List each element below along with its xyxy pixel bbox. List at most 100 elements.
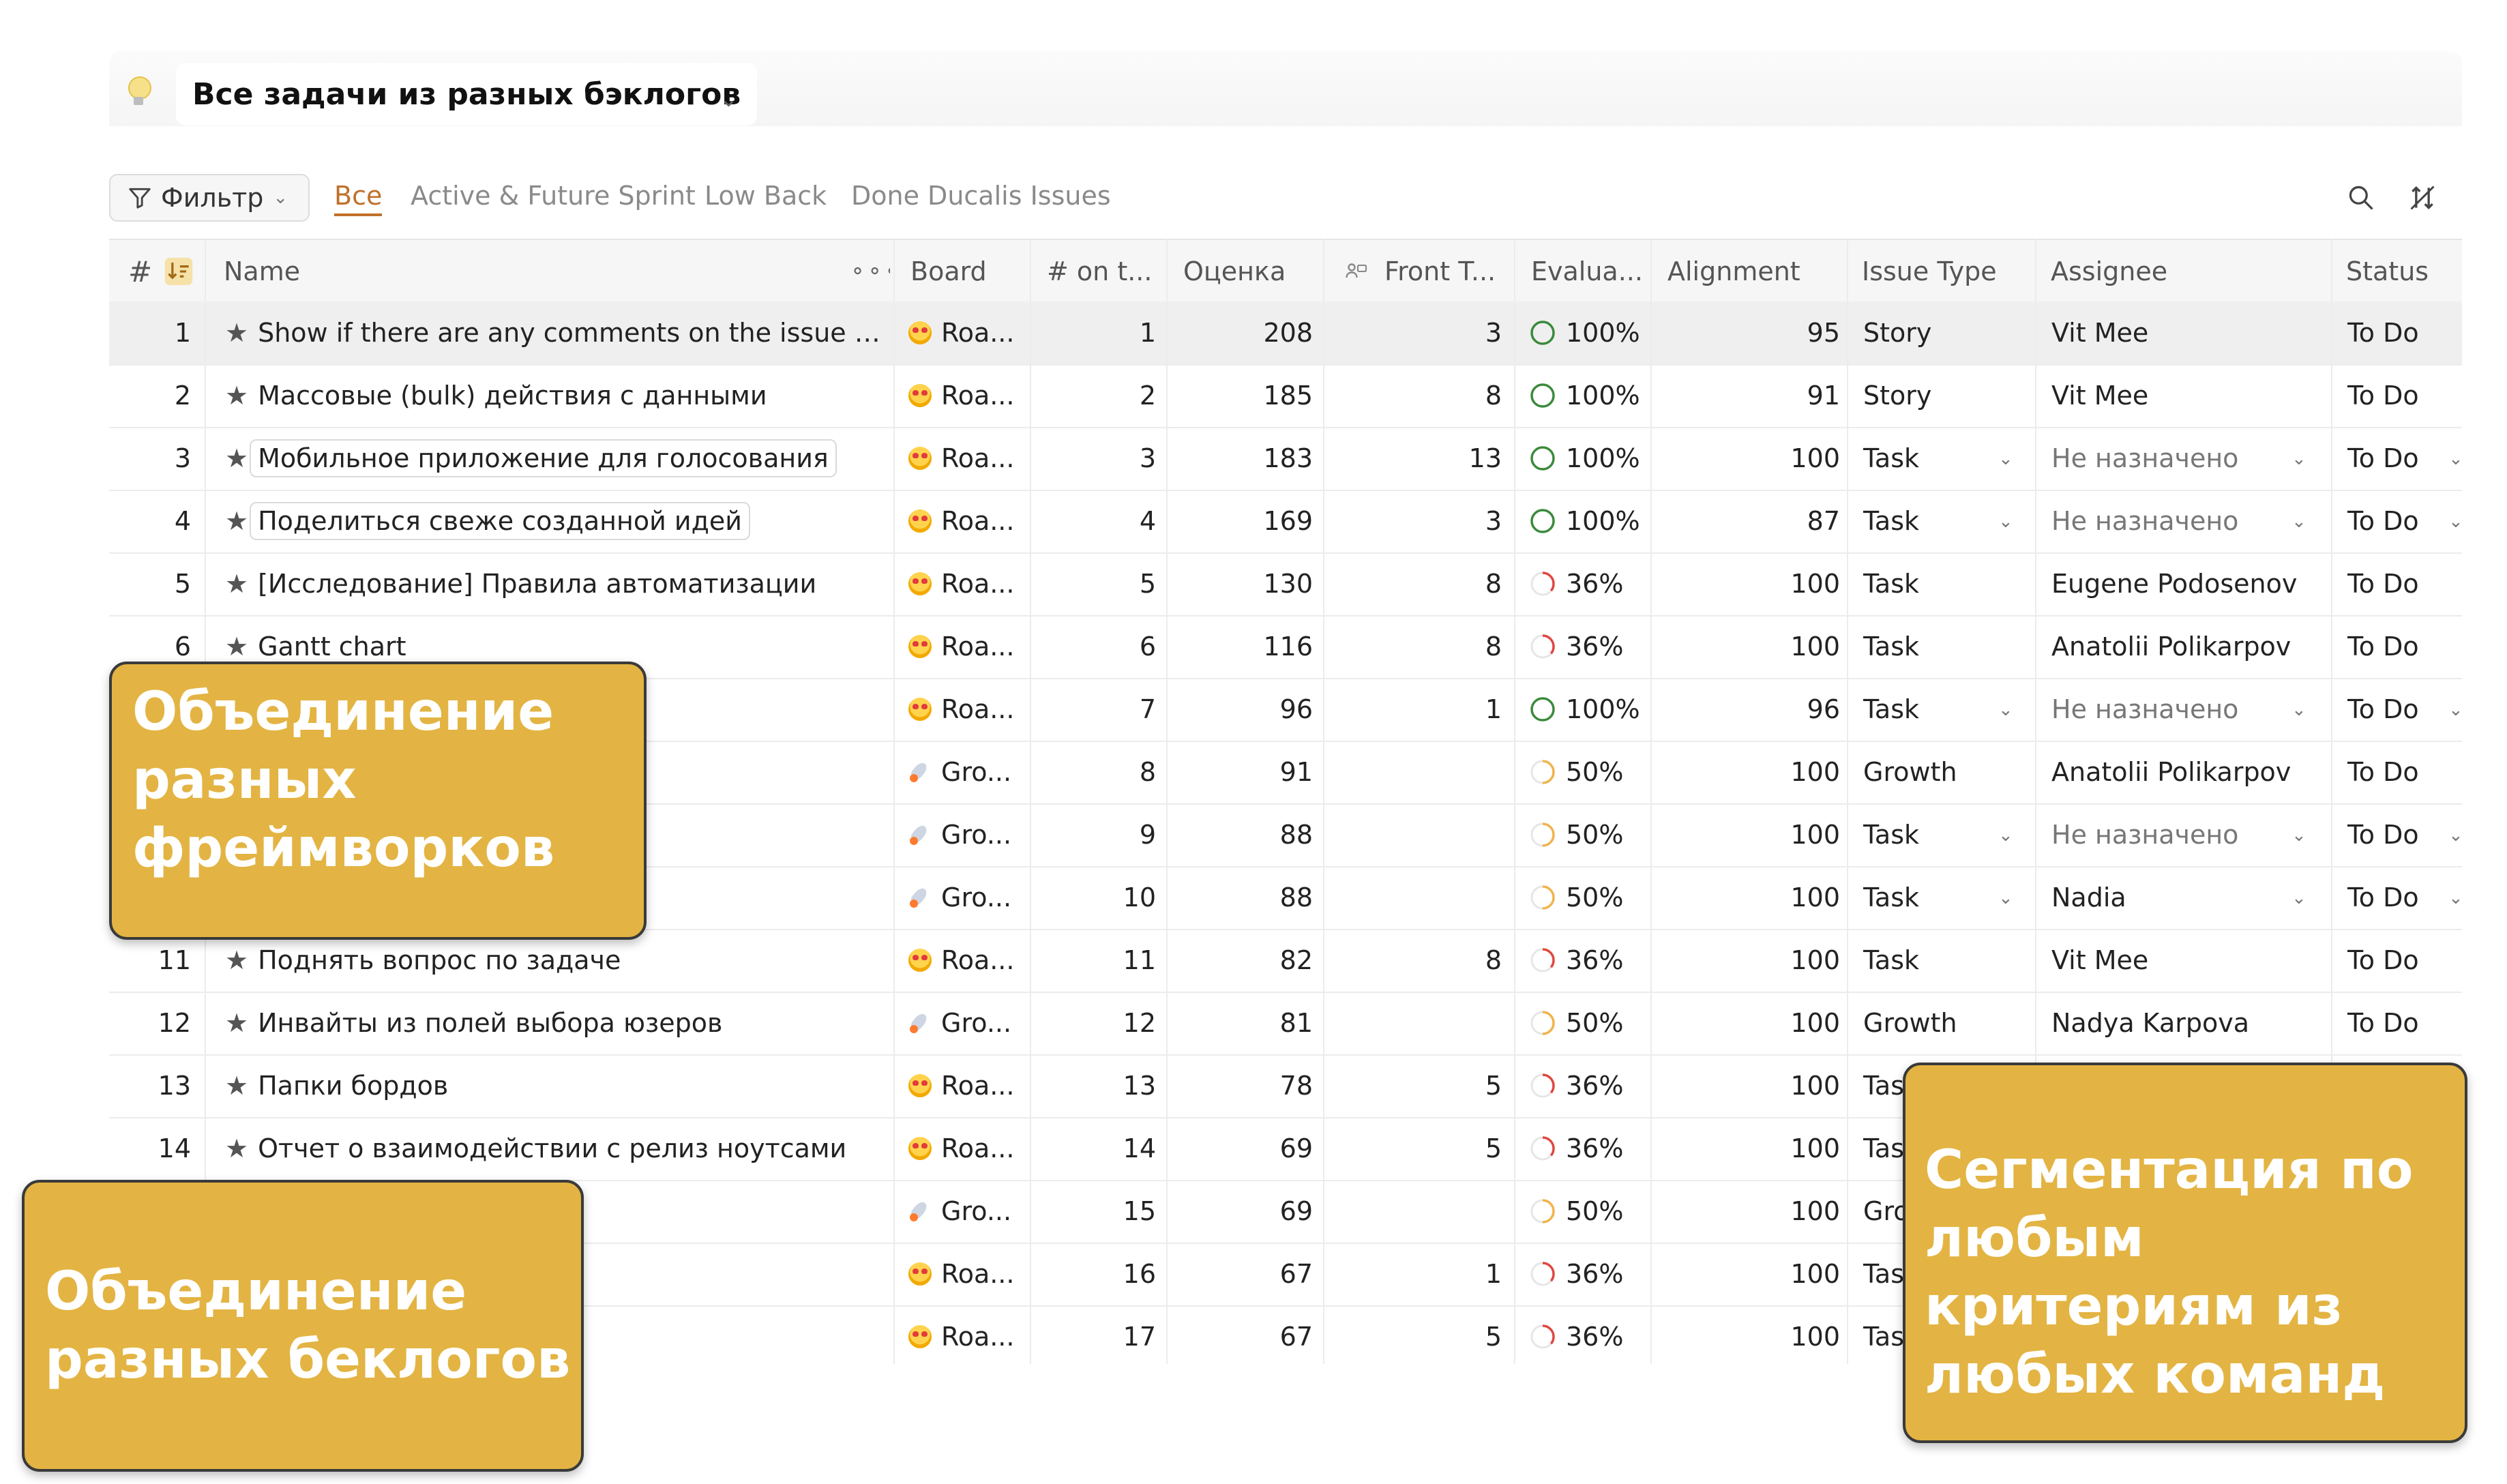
status-dropdown-icon[interactable]: ⌄ <box>2448 700 2462 720</box>
status-cell[interactable]: To Do <box>2347 632 2419 662</box>
view-title[interactable]: Все задачи из разных бэклогов <box>176 63 758 125</box>
issue-type-dropdown-icon[interactable]: ⌄ <box>1998 888 2013 908</box>
tab-active-future-sprint[interactable]: Active & Future Sprint <box>411 181 696 211</box>
star-icon[interactable]: ★ <box>225 1071 249 1101</box>
status-cell[interactable]: To Do <box>2347 882 2419 912</box>
issue-type-cell[interactable]: Task <box>1863 694 1920 724</box>
status-dropdown-icon[interactable]: ⌄ <box>2448 449 2462 469</box>
issue-type-dropdown-icon[interactable]: ⌄ <box>1998 449 2013 469</box>
issue-type-cell[interactable]: Growth <box>1863 1008 1957 1038</box>
assignee-dropdown-icon[interactable]: ⌄ <box>2291 511 2306 532</box>
sort-order-icon[interactable] <box>164 240 198 303</box>
table-row[interactable]: 1 ★ Show if there are any comments on the … <box>109 301 2462 366</box>
table-row[interactable]: 7★ить" и "Отдельно...Roa...7961100%96Tas… <box>109 678 2462 742</box>
issue-type-cell[interactable]: Task <box>1863 632 1920 662</box>
issue-name-cell[interactable]: ★ [Исследование] Правила автоматизации <box>205 552 887 615</box>
search-icon[interactable] <box>2346 183 2376 213</box>
assignee-cell[interactable]: Не назначено <box>2051 443 2239 473</box>
assignee-cell[interactable]: Nadia <box>2051 882 2126 912</box>
issue-name-cell[interactable]: ★ Массовые (bulk) действия с данными <box>205 364 887 427</box>
issue-type-cell[interactable]: Story <box>1863 381 1932 411</box>
col-header-on-t[interactable]: # on t... <box>1047 256 1153 286</box>
status-cell[interactable]: To Do <box>2347 820 2419 850</box>
status-cell[interactable]: To Do <box>2347 506 2419 536</box>
issue-type-cell[interactable]: Gro <box>1863 1196 1910 1226</box>
col-header-status[interactable]: Status <box>2346 256 2429 286</box>
status-cell[interactable]: To Do <box>2347 569 2419 599</box>
status-cell[interactable]: To Do <box>2347 945 2419 975</box>
issue-type-cell[interactable]: Tas <box>1863 1322 1905 1352</box>
issue-name[interactable]: Отчет о взаимодействии с релиз ноутсами <box>258 1133 847 1163</box>
assignee-cell[interactable]: Vit Mee <box>2051 381 2149 411</box>
star-icon[interactable]: ★ <box>225 381 249 411</box>
star-icon[interactable]: ★ <box>225 1133 249 1163</box>
table-row[interactable]: 2 ★ Массовые (bulk) действия с данными Roa.… <box>109 364 2462 428</box>
col-header-num[interactable]: # <box>128 254 153 288</box>
issue-type-cell[interactable]: Growth <box>1863 757 1957 787</box>
col-header-alignment[interactable]: Alignment <box>1667 256 1800 286</box>
issue-name-cell[interactable]: ★ Инвайты из полей выбора юзеров <box>205 992 887 1054</box>
col-header-eval[interactable]: Evalua... <box>1531 256 1643 286</box>
col-header-score[interactable]: Оценка <box>1183 256 1286 286</box>
table-row[interactable]: 3 ★ Мобильное приложение для голосования Ro… <box>109 427 2462 491</box>
col-header-name[interactable]: Name <box>224 256 301 286</box>
col-header-front[interactable]: Front T... <box>1384 256 1496 286</box>
more-icon[interactable]: ⚬⚬⚬ <box>849 259 890 284</box>
assignee-cell[interactable]: Anatolii Polikarpov <box>2051 632 2291 662</box>
issue-name[interactable]: Поделиться свеже созданной идей <box>250 502 750 540</box>
issue-type-cell[interactable]: Task <box>1863 945 1920 975</box>
issue-name-cell[interactable]: ★ Поднять вопрос по задаче <box>205 929 887 992</box>
assignee-dropdown-icon[interactable]: ⌄ <box>2291 888 2306 908</box>
issue-name-cell[interactable]: ★ Show if there are any comments on the i… <box>205 301 887 364</box>
status-cell[interactable]: To Do <box>2347 381 2419 411</box>
issue-type-cell[interactable]: Task <box>1863 882 1920 912</box>
issue-type-cell[interactable]: Tas <box>1863 1133 1905 1163</box>
star-icon[interactable]: ★ <box>225 443 249 473</box>
assignee-dropdown-icon[interactable]: ⌄ <box>2291 449 2306 469</box>
star-icon[interactable]: ★ <box>225 569 249 599</box>
sort-icon[interactable] <box>2407 183 2437 213</box>
assignee-cell[interactable]: Eugene Podosenov <box>2051 569 2298 599</box>
table-row[interactable]: 12 ★ Инвайты из полей выбора юзеров Gro... 1… <box>109 992 2462 1056</box>
star-icon[interactable]: ★ <box>225 506 249 536</box>
assignee-cell[interactable]: Anatolii Polikarpov <box>2051 757 2291 787</box>
issue-type-cell[interactable]: Tas <box>1863 1071 1905 1101</box>
assignee-cell[interactable]: Не назначено <box>2051 506 2239 536</box>
issue-type-cell[interactable]: Task <box>1863 506 1920 536</box>
status-cell[interactable]: To Do <box>2347 1008 2419 1038</box>
tab-done-ducalis-issues[interactable]: Done Ducalis Issues <box>851 181 1111 211</box>
assignee-cell[interactable]: Nadya Karpova <box>2051 1008 2249 1038</box>
issue-name[interactable]: [Исследование] Правила автоматизации <box>258 569 817 599</box>
filter-button[interactable]: Фильтр ⌄ <box>109 174 310 222</box>
issue-name[interactable]: Инвайты из полей выбора юзеров <box>258 1008 723 1038</box>
status-cell[interactable]: To Do <box>2347 318 2419 348</box>
tab-all[interactable]: Все <box>334 181 383 216</box>
assignee-dropdown-icon[interactable]: ⌄ <box>2291 700 2306 720</box>
col-header-assignee[interactable]: Assignee <box>2051 256 2168 286</box>
issue-name[interactable]: Мобильное приложение для голосования <box>250 439 837 477</box>
issue-type-cell[interactable]: Task <box>1863 569 1920 599</box>
star-icon[interactable]: ★ <box>225 1008 249 1038</box>
assignee-cell[interactable]: Vit Mee <box>2051 318 2149 348</box>
issue-name[interactable]: Массовые (bulk) действия с данными <box>258 381 767 411</box>
tab-low-back[interactable]: Low Back <box>704 181 827 211</box>
status-dropdown-icon[interactable]: ⌄ <box>2448 888 2462 908</box>
table-row[interactable]: 6 ★ Gantt chart Roa... 6 116 8 36% 100 Task Anatol… <box>109 615 2462 679</box>
status-cell[interactable]: To Do <box>2347 757 2419 787</box>
issue-name[interactable]: Show if there are any comments on the is… <box>258 318 887 348</box>
assignee-cell[interactable]: Не назначено <box>2051 694 2239 724</box>
issue-name-cell[interactable]: ★ Поделиться свеже созданной идей <box>205 490 887 552</box>
issue-type-cell[interactable]: Tas <box>1863 1259 1905 1289</box>
assignee-dropdown-icon[interactable]: ⌄ <box>2291 825 2306 846</box>
issue-name[interactable]: Gantt chart <box>258 632 406 662</box>
table-row[interactable]: 13 ★ Папки бордов Roa... 13 78 5 36% 100 Tas <box>109 1054 2462 1118</box>
col-header-board[interactable]: Board <box>910 256 987 286</box>
star-icon[interactable]: ★ <box>225 318 249 348</box>
star-icon[interactable]: ★ <box>225 632 249 662</box>
issue-type-cell[interactable]: Task <box>1863 820 1920 850</box>
issue-name-cell[interactable]: ★ Отчет о взаимодействии с релиз ноутсами <box>205 1117 887 1180</box>
table-row[interactable]: 14 ★ Отчет о взаимодействии с релиз ноутса… <box>109 1117 2462 1181</box>
col-header-issue-type[interactable]: Issue Type <box>1862 256 1997 286</box>
